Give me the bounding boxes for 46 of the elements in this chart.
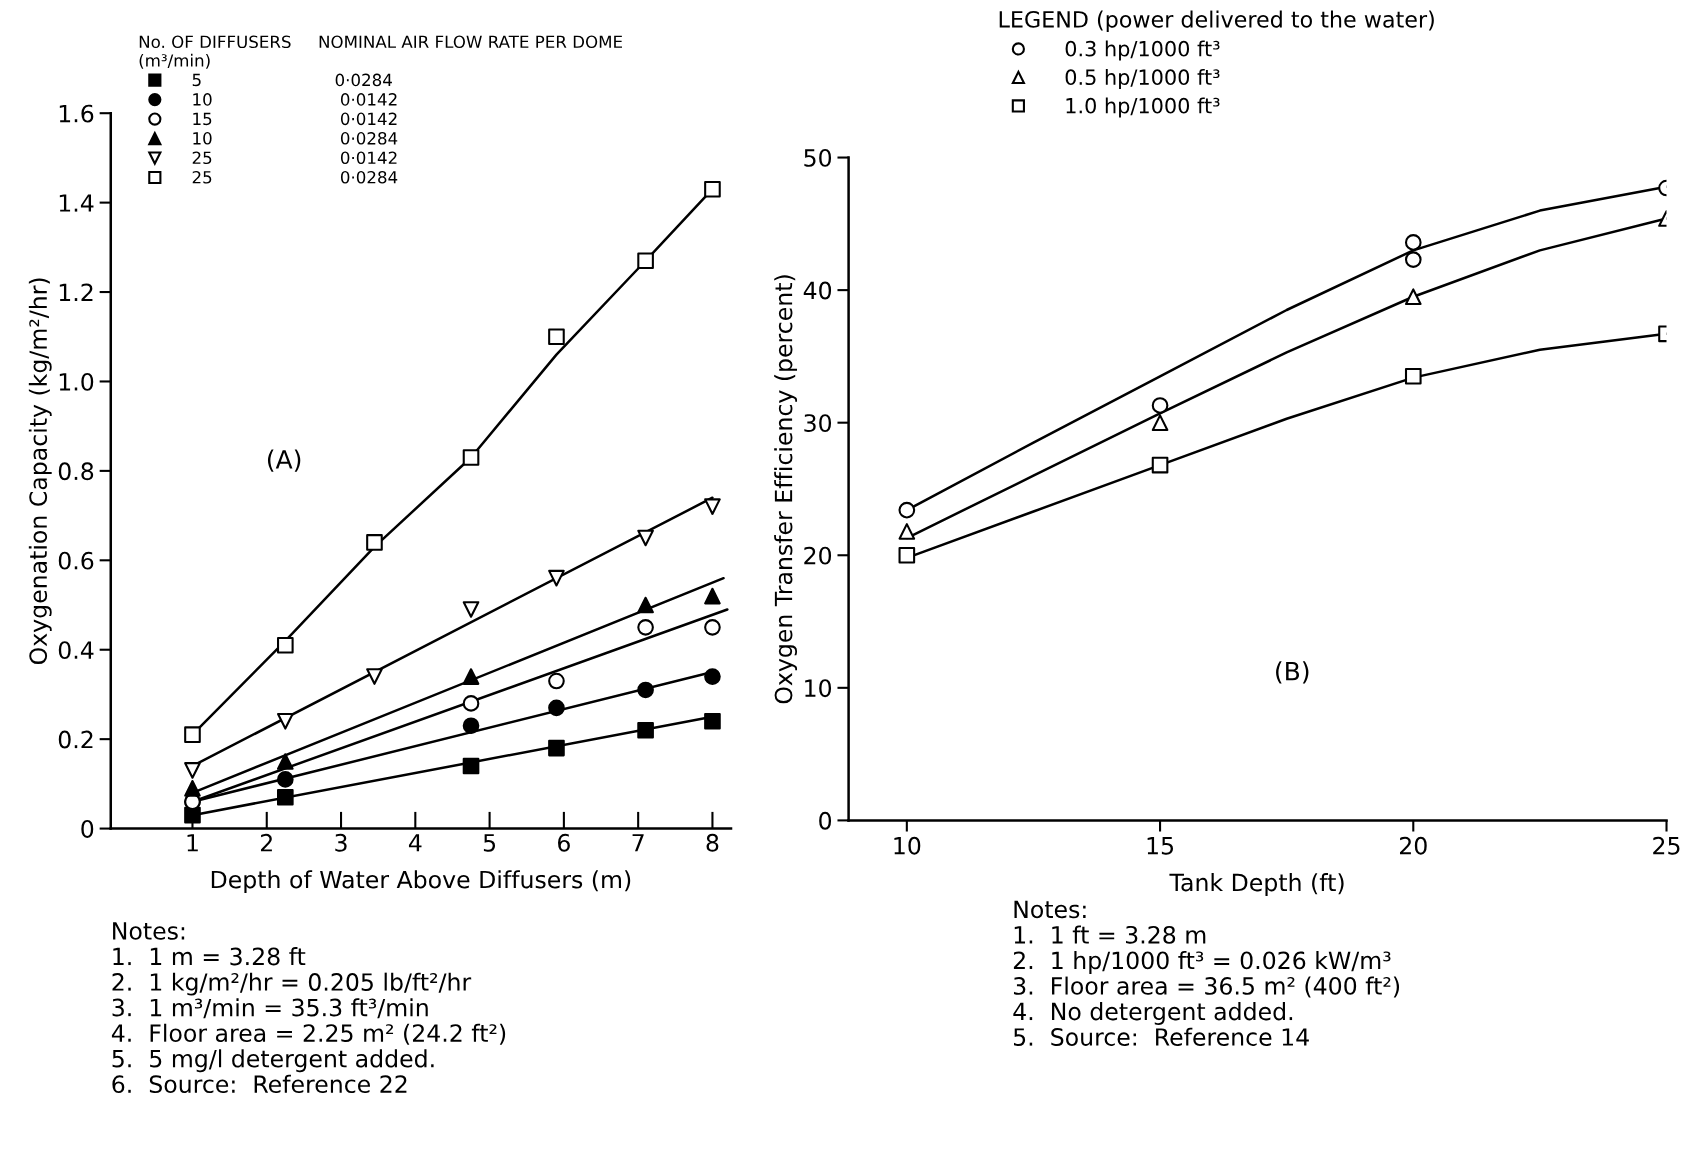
text: Notes: 1. 1 ft = 3.28 m 2. 1 hp/1000 ft³ = 0.026 kW/m³ 3. Floor area = 36.5 m² (400 ft²) 4. No detergent added. 5. Source: Reference 14: [1013, 900, 1400, 1046]
y-tick-label: 50: [804, 148, 832, 167]
legend-label: 15 0·0142: [193, 112, 397, 126]
x-tick-label: 20: [1399, 836, 1427, 855]
legend-title: LEGEND (power delivered to the water): [999, 10, 1434, 33]
x-tick-label: 1: [187, 834, 198, 852]
y-tick-label: 0.4: [58, 641, 94, 660]
annotation: (A): [267, 449, 301, 472]
y-tick-label: 0.8: [58, 462, 94, 481]
x-tick-label: 4: [408, 834, 422, 852]
y-tick-label: 0: [81, 820, 94, 838]
y-tick-label: 40: [803, 281, 832, 300]
y-tick-label: 10: [805, 679, 832, 698]
y-axis-title: Oxygenation Capacity (kg/m²/hr): [28, 278, 52, 665]
y-tick-label: 0.6: [58, 551, 94, 570]
x-axis-title: Depth of Water Above Diffusers (m): [211, 870, 631, 894]
y-axis-title: Oxygen Transfer Efficiency (percent): [774, 275, 798, 704]
legend-label: 10 0·0284: [193, 132, 398, 145]
x-axis-title: Tank Depth (ft): [1169, 873, 1344, 896]
x-tick-label: 15: [1147, 837, 1174, 855]
x-tick-label: 7: [632, 834, 644, 852]
y-tick-label: 0.2: [58, 730, 93, 749]
y-tick-label: 1.0: [59, 372, 94, 391]
legend-label: 5 0·0284: [192, 73, 392, 87]
x-tick-label: 5: [483, 834, 496, 852]
legend-label: 0.3 hp/1000 ft³: [1065, 40, 1220, 61]
annotation: (B): [1276, 661, 1309, 684]
y-tick-label: 1.6: [59, 104, 94, 123]
x-tick-label: 10: [894, 836, 921, 855]
legend-label: 0.5 hp/1000 ft³: [1065, 68, 1220, 90]
x-tick-label: 3: [335, 833, 347, 852]
y-tick-label: 0: [819, 811, 832, 830]
legend-label: 1.0 hp/1000 ft³: [1066, 97, 1220, 118]
text: Notes: 1. 1 m = 3.28 ft 2. 1 kg/m²/hr = 0.205 lb/ft²/hr 3. 1 m³/min = 35.3 ft³/min 4. Floor area = 2.25 m² (24.2 ft²) 5. 5 mg/l detergent added. 6. Source: Reference 22: [111, 922, 506, 1094]
y-tick-label: 30: [804, 414, 832, 432]
x-tick-label: 8: [706, 833, 719, 852]
legend-label: 25 0·0284: [192, 170, 398, 184]
x-tick-label: 2: [260, 833, 272, 852]
legend-label: 25 0·0142: [192, 151, 397, 165]
legend-title: No. OF DIFFUSERS NOMINAL AIR FLOW RATE PER DOME (m³/min): [139, 35, 622, 69]
x-tick-label: 6: [558, 833, 570, 852]
legend-label: 10 0·0142: [193, 93, 397, 106]
y-tick-label: 1.4: [59, 194, 94, 212]
y-tick-label: 1.2: [59, 283, 93, 302]
y-tick-label: 20: [804, 546, 832, 565]
x-tick-label: 25: [1653, 836, 1680, 855]
